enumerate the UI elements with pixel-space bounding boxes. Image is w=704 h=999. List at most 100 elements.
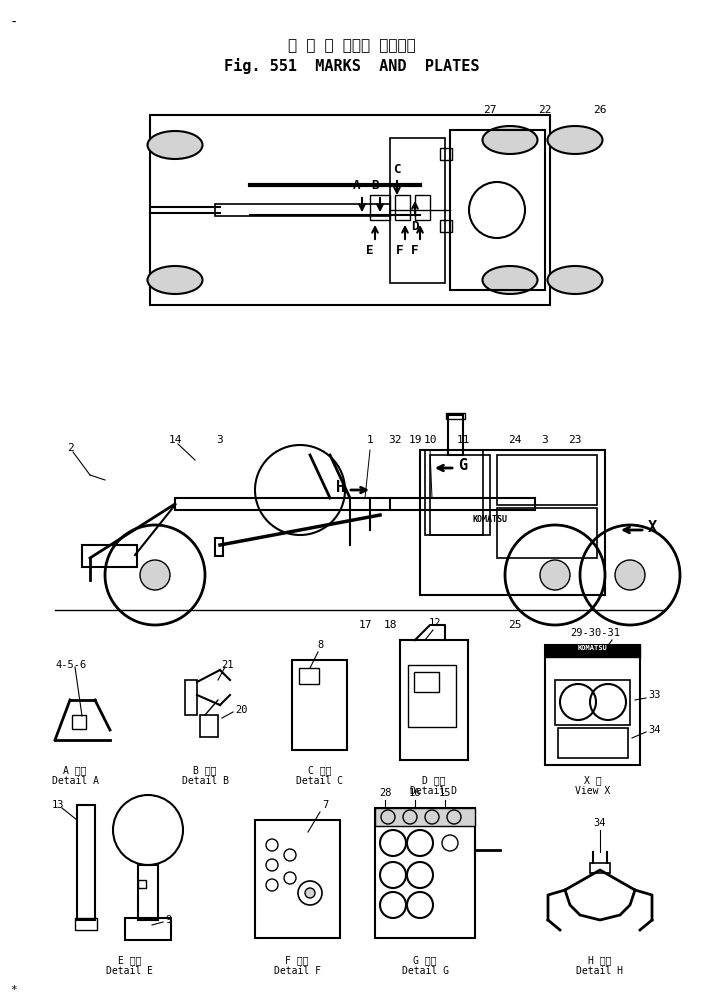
Bar <box>125 918 171 940</box>
Circle shape <box>540 560 570 590</box>
Text: KOMATSU: KOMATSU <box>472 515 508 524</box>
Text: 23: 23 <box>568 435 582 445</box>
Text: 22: 22 <box>539 105 552 115</box>
Text: 19: 19 <box>408 435 422 445</box>
Text: 20: 20 <box>235 705 248 715</box>
Bar <box>425 450 483 535</box>
Bar <box>408 665 456 727</box>
Bar <box>555 680 630 725</box>
Bar <box>215 204 390 216</box>
Text: B: B <box>371 179 379 192</box>
Text: Detail F: Detail F <box>273 966 320 976</box>
Text: A: A <box>353 179 360 192</box>
Text: A 様物: A 様物 <box>63 765 87 775</box>
Bar <box>545 645 640 657</box>
Circle shape <box>305 888 315 898</box>
Bar <box>375 808 475 826</box>
Text: Fig. 551  MARKS  AND  PLATES: Fig. 551 MARKS AND PLATES <box>225 58 479 74</box>
Bar <box>150 115 550 305</box>
Bar <box>440 148 452 160</box>
Text: 25: 25 <box>508 620 522 630</box>
Bar <box>448 415 463 455</box>
Text: 10: 10 <box>423 435 436 445</box>
Bar <box>138 880 146 888</box>
Bar <box>497 455 597 505</box>
Text: E 様物: E 様物 <box>118 955 142 965</box>
Text: 2: 2 <box>67 443 73 453</box>
Text: C: C <box>394 163 401 176</box>
Bar <box>430 455 490 535</box>
Bar <box>215 538 223 556</box>
Text: 17: 17 <box>358 620 372 630</box>
Text: Detail B: Detail B <box>182 776 229 786</box>
Text: 34: 34 <box>593 818 606 828</box>
Text: 12: 12 <box>429 618 441 628</box>
Text: G: G <box>458 459 467 474</box>
Text: G 様物: G 様物 <box>413 955 436 965</box>
Text: 16: 16 <box>409 788 421 798</box>
Text: Detail E: Detail E <box>106 966 153 976</box>
Bar <box>414 672 439 692</box>
Bar <box>395 195 410 220</box>
Bar <box>450 130 545 290</box>
Bar <box>255 820 340 938</box>
Text: 14: 14 <box>168 435 182 445</box>
Circle shape <box>140 560 170 590</box>
Text: H 様物: H 様物 <box>589 955 612 965</box>
Text: 7: 7 <box>322 800 328 810</box>
Text: 32: 32 <box>388 435 402 445</box>
Text: Detail C: Detail C <box>296 776 344 786</box>
Bar <box>590 863 610 873</box>
Text: 24: 24 <box>508 435 522 445</box>
Text: 3: 3 <box>217 435 223 445</box>
Bar <box>497 508 597 558</box>
Text: View X: View X <box>575 786 610 796</box>
Text: X 視: X 視 <box>584 775 602 785</box>
Bar <box>375 808 475 938</box>
Bar <box>446 413 465 419</box>
Text: H: H <box>336 481 345 496</box>
Bar <box>292 660 347 750</box>
Text: 9: 9 <box>165 915 171 925</box>
Ellipse shape <box>148 131 203 159</box>
Text: C 様物: C 様物 <box>308 765 332 775</box>
Text: 26: 26 <box>593 105 607 115</box>
Bar <box>370 195 390 220</box>
Bar <box>72 715 86 729</box>
Bar <box>185 680 197 715</box>
Ellipse shape <box>482 266 537 294</box>
Bar <box>440 220 452 232</box>
Text: F 様物: F 様物 <box>285 955 309 965</box>
Text: E: E <box>366 244 374 257</box>
Bar <box>75 918 97 930</box>
Bar <box>175 498 535 510</box>
Text: B 様物: B 様物 <box>194 765 217 775</box>
Text: 33: 33 <box>648 690 660 700</box>
Text: 15: 15 <box>439 788 451 798</box>
Bar <box>558 728 628 758</box>
Text: *: * <box>10 985 17 995</box>
Text: 8: 8 <box>317 640 323 650</box>
Text: KOMATSU: KOMATSU <box>578 645 608 651</box>
Text: 21: 21 <box>222 660 234 670</box>
Text: 34: 34 <box>648 725 660 735</box>
Text: 28: 28 <box>379 788 391 798</box>
Ellipse shape <box>548 266 603 294</box>
Bar <box>200 715 218 737</box>
Text: 18: 18 <box>383 620 397 630</box>
Text: -: - <box>10 16 18 30</box>
Text: 3: 3 <box>541 435 548 445</box>
Bar <box>77 805 95 920</box>
Ellipse shape <box>482 126 537 154</box>
Text: 27: 27 <box>483 105 497 115</box>
Bar <box>299 668 319 684</box>
Text: Detail A: Detail A <box>51 776 99 786</box>
Text: Detail G: Detail G <box>401 966 448 976</box>
Bar <box>138 865 158 920</box>
Text: マ ー ク および プレート: マ ー ク および プレート <box>288 38 416 53</box>
Text: F: F <box>411 244 419 257</box>
Text: 13: 13 <box>52 800 64 810</box>
Bar <box>420 450 605 595</box>
Text: 1: 1 <box>367 435 373 445</box>
Text: Detail H: Detail H <box>577 966 624 976</box>
